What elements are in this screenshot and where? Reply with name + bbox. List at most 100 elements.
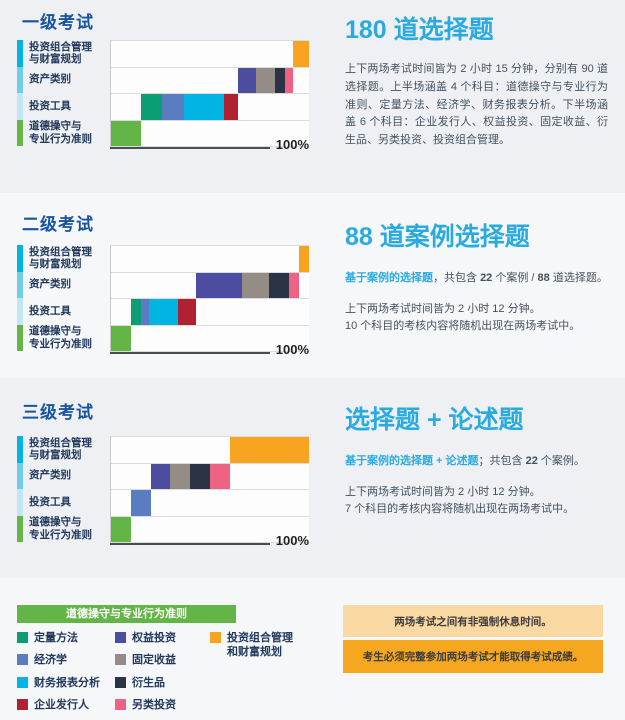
legend-item-equity: 权益投资: [115, 631, 210, 645]
section-level2-exam: 二级考试 投资组合管理 与财富规划资产类别投资工具道德操守与 专业行为准则 10…: [0, 193, 625, 378]
chart-plot-area: 100%: [110, 40, 309, 152]
section-body-lines: 上下两场考试时间皆为 2 小时 12 分钟。 10 个科目的考核内容将随机出现在两…: [345, 301, 608, 336]
legend-swatch: [115, 632, 126, 643]
chart-category-labels: 投资组合管理 与财富规划 资产类别 投资工具 道德操守与 专业行为准则: [17, 436, 110, 543]
chart-row: [111, 299, 309, 326]
section-header: 一级考试: [22, 13, 94, 32]
bar-segment-portfolio: [293, 41, 309, 67]
category-strip: [17, 271, 23, 298]
bar-segment-portfolio: [299, 246, 309, 272]
category-label-text: 投资工具: [29, 99, 71, 112]
category-strip: [17, 489, 23, 516]
legend-swatch: [17, 676, 28, 688]
category-strip: [17, 119, 23, 146]
legend-and-notices: 道德操守与专业行为准则 定量方法 经济学 财务报表分析 企业发行人 权益投资 固定收益 衍生…: [0, 578, 625, 711]
category-label-text: 资产类别: [29, 278, 71, 291]
legend-swatch: [115, 654, 126, 666]
bar-segment-ethics: [111, 325, 131, 351]
lead-text: 个案例 /: [492, 272, 538, 284]
legend-label: 固定收益: [132, 654, 176, 667]
lead-text: ，共包含: [433, 272, 481, 284]
legend-item-derivatives: 衍生品: [115, 676, 210, 690]
chart-row: [111, 67, 309, 94]
legend-item-quant: 定量方法: [17, 631, 115, 645]
category-label: 道德操守与 专业行为准则: [17, 324, 110, 351]
section-title: 180 道选择题: [345, 16, 494, 44]
section-level1-exam: 一级考试 投资组合管理 与财富规划 资产类别投资工具道德操守与 专业行为准则 10…: [0, 0, 625, 193]
body-line: 7 个科目的考核内容将随机出现在两场考试中。: [345, 503, 575, 516]
legend: 定量方法 经济学 财务报表分析 企业发行人 权益投资 固定收益 衍生品 另类投资 投资组合管理和…: [17, 631, 301, 720]
bar-segment-alternatives: [210, 463, 230, 489]
category-label-text: 道德操守与 专业行为准则: [29, 120, 92, 145]
category-strip: [17, 245, 23, 272]
body-line: 10 个科目的考核内容将随机出现在两场考试中。: [345, 320, 581, 333]
section-paragraph: 上下两场考试时间皆为 2 小时 15 分钟，分别有 90 道选择题。上半场涵盖 …: [345, 63, 608, 147]
bar-segment-econ: [130, 490, 151, 516]
category-label: 道德操守与 专业行为准则: [17, 119, 110, 146]
category-label: 投资组合管理 与财富规划: [17, 40, 110, 67]
level3-topic-weight-chart: 投资组合管理 与财富规划 资产类别 投资工具 道德操守与 专业行为准则 100%: [17, 436, 309, 548]
legend-label: 另类投资: [132, 698, 176, 711]
legend-column: 权益投资固定收益衍生品另类投资: [115, 631, 210, 720]
bar-segment-portfolio: [229, 437, 309, 463]
bar-segment-fixed_income: [241, 272, 270, 298]
legend-label: 财务报表分析: [34, 676, 100, 689]
bar-segment-corporate: [178, 299, 197, 325]
legend-swatch: [115, 676, 126, 688]
category-label: 投资工具: [17, 93, 110, 120]
chart-row: [111, 437, 309, 464]
x-axis-line: [110, 147, 271, 149]
category-strip: [17, 462, 23, 489]
bar-segment-ethics: [111, 516, 131, 542]
category-label-text: 投资组合管理 与财富规划: [29, 40, 92, 66]
category-label-text: 投资工具: [29, 304, 71, 317]
category-label: 投资组合管理 与财富规划: [17, 245, 110, 272]
bar-segment-equity: [237, 67, 256, 93]
bar-segment-ethics: [111, 120, 141, 146]
bar-segment-fixed_income: [170, 463, 191, 489]
category-label-text: 投资工具: [29, 495, 71, 508]
legend-swatch: [17, 698, 28, 710]
bar-segment-alternatives: [289, 272, 300, 298]
lead-text: 个案例。: [537, 455, 585, 467]
legend-swatch: [210, 632, 221, 643]
legend-item-corporate: 企业发行人: [17, 698, 115, 712]
chart-category-labels: 投资组合管理 与财富规划资产类别投资工具道德操守与 专业行为准则: [17, 245, 110, 352]
category-label: 道德操守与 专业行为准则: [17, 515, 110, 542]
section-lead: 基于案例的选择题 + 论述题；共包含 22 个案例。: [345, 453, 608, 470]
section-header: 二级考试: [22, 215, 94, 234]
axis-max-label: 100%: [275, 342, 309, 357]
section-level3-exam: 三级考试 投资组合管理 与财富规划 资产类别 投资工具 道德操守与 专业行为准则 10…: [0, 378, 625, 578]
category-label: 资产类别: [17, 462, 110, 489]
chart-row: [111, 272, 309, 299]
x-axis-line: [110, 543, 271, 545]
section-description: 选择题 + 论述题 基于案例的选择题 + 论述题；共包含 22 个案例。 上下两…: [345, 400, 608, 519]
bar-segment-quant: [140, 94, 163, 120]
category-strip: [17, 436, 23, 463]
bar-segment-econ: [140, 299, 149, 325]
chart-plot-area: 100%: [110, 436, 309, 548]
category-strip: [17, 66, 23, 93]
bar-segment-quant: [130, 299, 141, 325]
lead-text: 基于案例的选择题: [345, 272, 433, 284]
section-description: 180 道选择题 上下两场考试时间皆为 2 小时 15 分钟，分别有 90 道选…: [345, 10, 608, 150]
section-title: 88 道案例选择题: [345, 223, 530, 251]
legend-item-fsa: 财务报表分析: [17, 676, 115, 690]
category-label: 资产类别: [17, 66, 110, 93]
bar-segment-alternatives: [285, 67, 294, 93]
legend-label: 衍生品: [132, 676, 165, 689]
legend-item-alternatives: 另类投资: [115, 698, 210, 712]
section-header: 三级考试: [22, 403, 94, 422]
chart-row: [111, 490, 309, 517]
lead-text: 22: [525, 455, 538, 467]
bar-segment-equity: [196, 272, 242, 298]
legend-label: 定量方法: [34, 632, 78, 644]
lead-text: 88: [537, 272, 550, 284]
legend-item-portfolio: 投资组合管理和财富规划: [210, 631, 301, 660]
notice-break-time: 两场考试之间有非强制休息时间。: [343, 605, 603, 637]
notice-attendance-required: 考生必须完整参加两场考试才能取得考试成绩。: [343, 640, 603, 673]
legend-column: 定量方法 经济学 财务报表分析 企业发行人: [17, 631, 115, 720]
category-strip: [17, 298, 23, 325]
axis-max-label: 100%: [275, 137, 309, 152]
